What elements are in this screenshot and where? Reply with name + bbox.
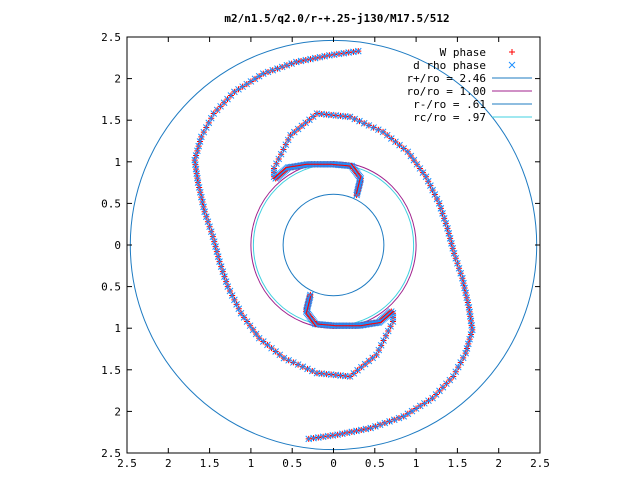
drho-phase-point-179 <box>448 239 455 247</box>
drho-phase-point-142 <box>416 402 424 410</box>
drho-phase-point-199 <box>404 148 412 156</box>
drho-phase-point-311 <box>353 191 360 199</box>
legend-label-5: rc/ro = .97 <box>413 111 486 124</box>
drho-phase-point-83 <box>264 341 271 349</box>
drho-phase-point-76 <box>240 314 248 321</box>
y-tick-label-9: 2 <box>114 405 121 418</box>
drho-phase-point-24 <box>243 80 251 88</box>
drho-phase-point-178 <box>449 244 457 252</box>
drho-phase-point-180 <box>446 234 454 242</box>
y-tick-label-5: 0 <box>114 239 121 252</box>
x-tick-label-7: 1 <box>413 457 420 470</box>
drho-phase-point-194 <box>419 169 427 176</box>
y-tick-label-6: 0.5 <box>101 281 121 294</box>
y-tick-label-7: 1 <box>114 322 121 335</box>
x-tick-label-5: 0 <box>330 457 337 470</box>
drho-phase-point-78 <box>246 322 254 330</box>
drho-phase-point-60 <box>210 238 218 246</box>
y-tick-label-3: 1 <box>114 156 121 169</box>
x-tick-label-8: 1.5 <box>447 457 467 470</box>
drho-phase-point-61 <box>212 243 219 251</box>
drho-phase-point-195 <box>416 165 424 172</box>
drho-phase-point-20 <box>259 70 267 77</box>
drho-phase-point-141 <box>412 405 420 412</box>
drho-phase-point-144 <box>425 397 432 405</box>
y-tick-label-0: 2.5 <box>101 31 121 44</box>
drho-phase-point-22 <box>251 75 259 83</box>
drho-phase-point-85 <box>272 348 280 355</box>
x-tick-label-9: 2 <box>495 457 502 470</box>
circle-1 <box>250 161 417 329</box>
drho-phase-point-75 <box>237 309 245 317</box>
axis-ticks: 2.5 2 1.5 1 0.5 0 0.5 1 1.5 2 2.52.521.510.500.511… <box>101 31 550 470</box>
y-tick-label-1: 2 <box>114 73 121 86</box>
y-tick-label-2: 1.5 <box>101 114 121 127</box>
drho-phase-point-23 <box>247 78 255 85</box>
circle-3 <box>252 163 415 327</box>
drho-phase-point-201 <box>396 141 403 149</box>
drho-phase-point-140 <box>408 407 416 415</box>
drho-phase-point-139 <box>404 410 412 418</box>
drho-phase-point-138 <box>400 413 408 420</box>
drho-phase-point-181 <box>445 229 453 237</box>
drho-phase-point-62 <box>213 248 221 256</box>
drho-phase-point-26 <box>235 85 242 93</box>
drho-phase-point-80 <box>252 330 260 338</box>
x-tick-label-6: 0.5 <box>365 457 385 470</box>
drho-phase-point-198 <box>407 152 415 160</box>
drho-phase-point-81 <box>255 334 263 342</box>
drho-phase-point-77 <box>243 318 251 325</box>
drho-phase-point-79 <box>249 326 257 334</box>
legend-label-1: d rho phase <box>413 59 486 72</box>
drho-phase-point-387 <box>307 291 314 299</box>
drho-phase-point-86 <box>276 351 284 359</box>
legend-marker-1 <box>508 61 516 69</box>
drho-phase-point-204 <box>383 131 391 139</box>
drho-phase-point-21 <box>255 72 263 80</box>
drho-phase-point-197 <box>410 156 418 164</box>
x-tick-label-10: 2.5 <box>530 457 550 470</box>
x-tick-label-3: 1 <box>248 457 255 470</box>
legend-label-4: r-/ro = .61 <box>413 98 486 111</box>
legend-label-2: r+/ro = 2.46 <box>407 72 486 85</box>
legend-marker-0 <box>509 49 515 55</box>
y-tick-label-10: 2.5 <box>101 447 121 460</box>
circle-2 <box>282 193 385 297</box>
legend-label-3: ro/ro = 1.00 <box>407 85 486 98</box>
y-tick-label-4: 0.5 <box>101 197 121 210</box>
x-tick-label-0: 2.5 <box>117 457 137 470</box>
drho-phase-point-177 <box>450 249 458 257</box>
drho-phase-point-63 <box>214 253 222 261</box>
drho-phase-point-59 <box>209 233 217 241</box>
drho-phase-point-202 <box>392 138 399 146</box>
x-tick-label-4: 0.5 <box>282 457 302 470</box>
drho-phase-point-196 <box>413 160 421 168</box>
drho-phase-point-143 <box>421 399 428 407</box>
drho-phase-point-25 <box>239 83 246 91</box>
x-tick-label-1: 2 <box>165 457 172 470</box>
chart-title: m2/n1.5/q2.0/r-+.25-j130/M17.5/512 <box>224 12 449 25</box>
drho-phase-point-200 <box>400 145 408 152</box>
drho-phase-point-193 <box>422 173 430 181</box>
drho-phase-point-84 <box>268 344 275 352</box>
drho-phase-point-203 <box>387 135 395 142</box>
y-tick-label-8: 1.5 <box>101 364 121 377</box>
legend-label-0: W phase <box>440 46 486 59</box>
x-tick-label-2: 1.5 <box>200 457 220 470</box>
drho-phase-point-82 <box>259 338 267 345</box>
data-markers <box>191 47 476 443</box>
